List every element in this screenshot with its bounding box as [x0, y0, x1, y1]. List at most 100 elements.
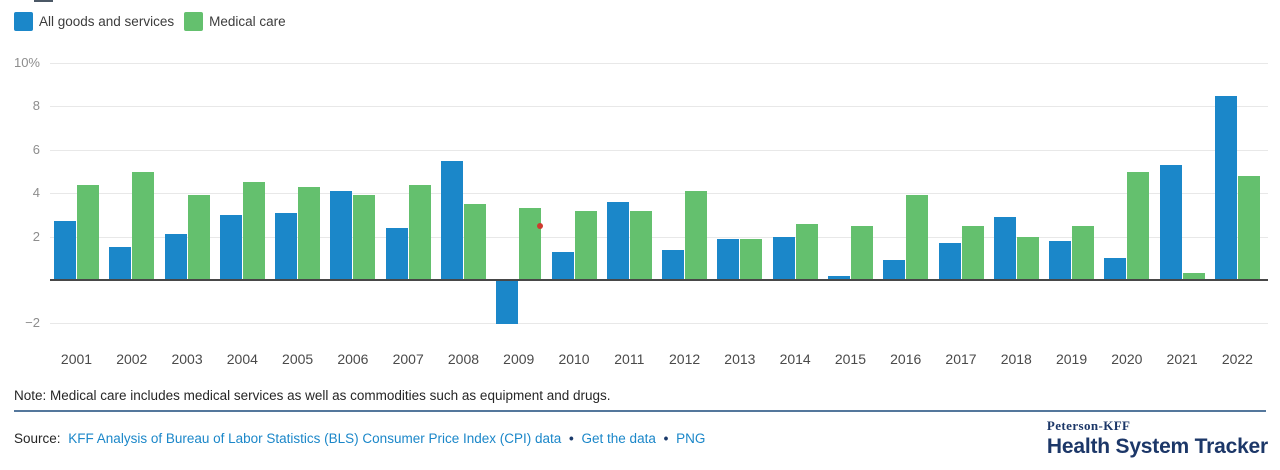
year-group-2021: 2021 — [1159, 63, 1205, 367]
bar-all-goods-and-services-2010[interactable] — [551, 251, 574, 280]
year-group-2016: 2016 — [883, 63, 929, 367]
bar-medical-care-2020[interactable] — [1127, 171, 1150, 280]
bar-medical-care-2009[interactable] — [519, 208, 542, 280]
year-group-2011: 2011 — [606, 63, 652, 367]
bar-all-goods-and-services-2007[interactable] — [385, 227, 408, 280]
year-group-2020: 2020 — [1104, 63, 1150, 367]
x-axis-label-2010: 2010 — [558, 351, 590, 367]
red-annotation-dot — [537, 222, 544, 229]
source-link-get-the-data[interactable]: Get the data — [581, 431, 656, 446]
bar-medical-care-2007[interactable] — [408, 184, 431, 280]
legend-label-medical-care: Medical care — [209, 14, 286, 29]
x-axis-label-2011: 2011 — [614, 351, 645, 367]
x-axis-label-2012: 2012 — [669, 351, 701, 367]
bar-medical-care-2015[interactable] — [850, 225, 873, 280]
bar-medical-care-2002[interactable] — [132, 171, 155, 280]
gridline — [50, 63, 1268, 64]
bar-all-goods-and-services-2009[interactable] — [496, 281, 519, 325]
note-text: Note: Medical care includes medical serv… — [14, 388, 611, 403]
bar-all-goods-and-services-2001[interactable] — [54, 221, 76, 280]
crop-artifact — [34, 0, 53, 2]
bar-all-goods-and-services-2005[interactable] — [275, 212, 298, 280]
year-group-2022: 2022 — [1214, 63, 1260, 367]
source-link-png[interactable]: PNG — [676, 431, 706, 446]
bar-medical-care-2021[interactable] — [1182, 273, 1205, 280]
bar-all-goods-and-services-2018[interactable] — [993, 217, 1016, 280]
bar-medical-care-2003[interactable] — [187, 195, 210, 280]
bar-all-goods-and-services-2019[interactable] — [1049, 240, 1072, 280]
year-group-2005: 2005 — [275, 63, 321, 367]
x-axis-label-2006: 2006 — [337, 351, 369, 367]
bar-all-goods-and-services-2020[interactable] — [1104, 258, 1127, 280]
bar-medical-care-2011[interactable] — [629, 210, 652, 280]
legend-swatch-medical-care-icon — [184, 12, 204, 31]
bar-all-goods-and-services-2002[interactable] — [109, 247, 132, 280]
year-group-2012: 2012 — [662, 63, 708, 367]
legend-item-all-goods[interactable]: All goods and services — [14, 12, 174, 31]
x-axis-label-2008: 2008 — [447, 351, 480, 367]
bar-medical-care-2019[interactable] — [1072, 225, 1095, 280]
bar-all-goods-and-services-2012[interactable] — [662, 249, 685, 280]
bar-all-goods-and-services-2006[interactable] — [330, 191, 353, 280]
bar-medical-care-2006[interactable] — [353, 195, 376, 280]
x-axis-label-2003: 2003 — [171, 351, 203, 367]
x-axis-label-2005: 2005 — [282, 351, 314, 367]
y-axis-tick-label: 4 — [32, 185, 40, 201]
bar-all-goods-and-services-2004[interactable] — [219, 214, 242, 280]
bar-all-goods-and-services-2003[interactable] — [164, 234, 187, 280]
y-axis-labels: 10% 8 6 4 2 −2 — [0, 0, 42, 470]
year-group-2003: 2003 — [164, 63, 210, 367]
gridline — [50, 323, 1268, 325]
bar-all-goods-and-services-2015[interactable] — [827, 275, 850, 280]
legend-label-all-goods: All goods and services — [39, 14, 175, 29]
year-group-2007: 2007 — [385, 63, 431, 367]
bar-all-goods-and-services-2011[interactable] — [606, 201, 629, 280]
x-axis-line — [50, 279, 1268, 281]
bar-medical-care-2022[interactable] — [1237, 175, 1260, 280]
bar-all-goods-and-services-2017[interactable] — [938, 243, 961, 280]
bar-medical-care-2005[interactable] — [298, 186, 321, 280]
y-axis-tick-label: −2 — [25, 315, 40, 331]
year-group-2006: 2006 — [330, 63, 376, 367]
x-axis-label-2016: 2016 — [890, 351, 922, 367]
bar-all-goods-and-services-2021[interactable] — [1159, 164, 1182, 280]
bar-medical-care-2013[interactable] — [740, 238, 763, 280]
year-group-2019: 2019 — [1049, 63, 1095, 367]
bar-medical-care-2018[interactable] — [1016, 236, 1039, 280]
x-axis-label-2013: 2013 — [724, 351, 756, 367]
year-group-2004: 2004 — [219, 63, 265, 367]
bar-medical-care-2001[interactable] — [77, 184, 99, 280]
bar-medical-care-2017[interactable] — [961, 225, 984, 280]
source-link-kff-analysis[interactable]: KFF Analysis of Bureau of Labor Statisti… — [68, 431, 562, 446]
year-group-2015: 2015 — [827, 63, 873, 367]
bar-all-goods-and-services-2016[interactable] — [883, 260, 906, 280]
bar-medical-care-2004[interactable] — [242, 182, 265, 280]
y-axis-tick-label: 6 — [32, 141, 40, 157]
bar-all-goods-and-services-2008[interactable] — [440, 160, 463, 280]
bar-medical-care-2016[interactable] — [906, 195, 929, 280]
x-axis-label-2019: 2019 — [1055, 351, 1088, 367]
x-axis-label-2001: 2001 — [60, 351, 93, 367]
gridline — [50, 149, 1268, 151]
bar-all-goods-and-services-2013[interactable] — [717, 238, 740, 280]
x-axis-label-2014: 2014 — [779, 351, 811, 367]
bar-all-goods-and-services-2014[interactable] — [772, 236, 795, 280]
peterson-kff-label: Peterson-KFF — [1046, 418, 1131, 433]
year-group-2017: 2017 — [938, 63, 984, 367]
bar-medical-care-2014[interactable] — [795, 223, 818, 280]
year-group-2014: 2014 — [772, 63, 818, 367]
x-axis-label-2020: 2020 — [1111, 351, 1143, 367]
bar-medical-care-2008[interactable] — [463, 204, 486, 280]
gridline — [50, 193, 1268, 195]
x-axis-label-2022: 2022 — [1221, 351, 1253, 367]
source-line: Source: KFF Analysis of Bureau of Labor … — [14, 431, 705, 446]
bar-medical-care-2012[interactable] — [685, 191, 708, 280]
chart-legend: All goods and services Medical care — [14, 12, 286, 31]
bar-all-goods-and-services-2022[interactable] — [1214, 95, 1237, 280]
x-axis-label-2021: 2021 — [1166, 351, 1198, 367]
legend-item-medical-care[interactable]: Medical care — [184, 12, 286, 31]
legend-swatch-all-goods-icon — [14, 12, 33, 31]
bar-medical-care-2010[interactable] — [574, 210, 597, 280]
source-prefix: Source: — [14, 431, 61, 446]
